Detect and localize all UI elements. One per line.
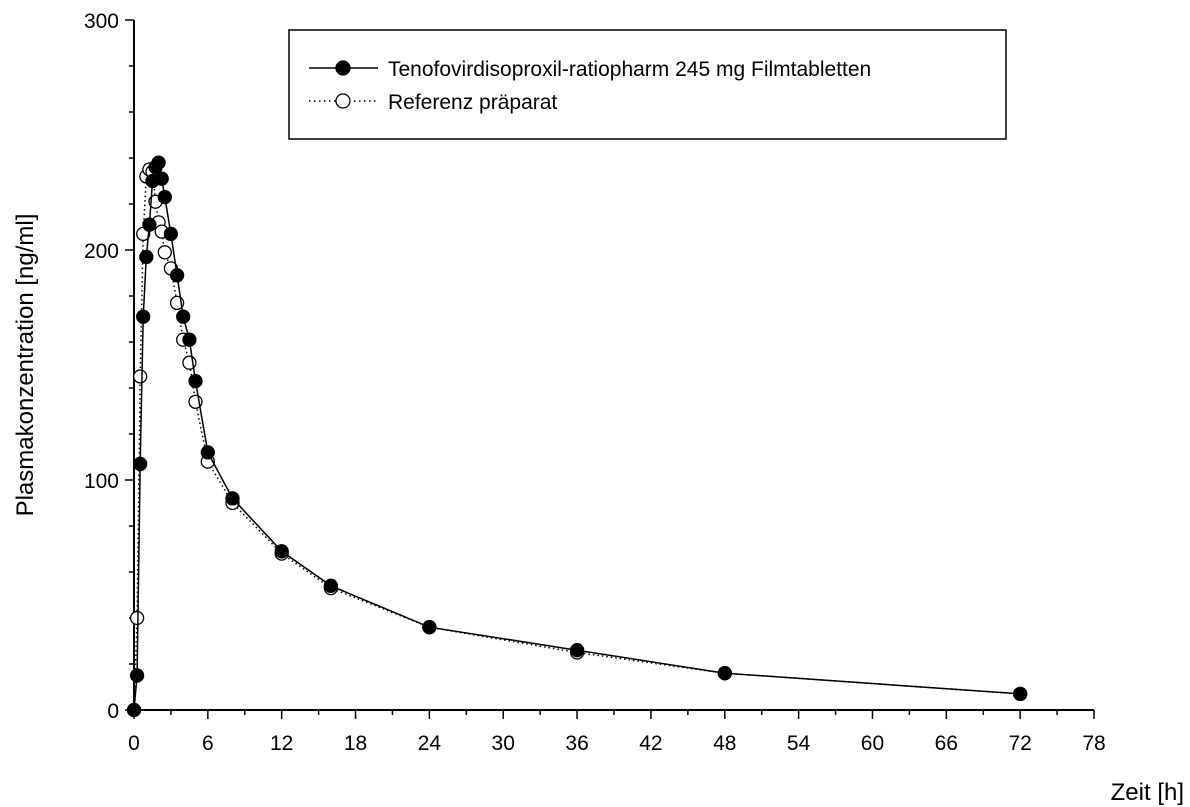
series-1-point (717, 666, 732, 681)
x-tick-label: 30 (492, 732, 515, 755)
y-tick-label: 0 (107, 700, 119, 723)
series-2-point (157, 245, 172, 260)
legend-box (288, 29, 1007, 140)
series-1-point (142, 217, 157, 232)
series-1-point (126, 702, 142, 718)
axes: 0 100 200 300 0 6 12 18 24 30 36 42 48 54 60 66 72 78 (84, 10, 1106, 755)
series-2 (126, 162, 1028, 718)
x-tick-label: 60 (861, 732, 884, 755)
x-tick-label: 6 (202, 732, 214, 755)
x-tick-label: 36 (565, 732, 588, 755)
x-tick-label: 12 (270, 732, 293, 755)
series-1-point (139, 249, 154, 265)
series-1-point (274, 544, 289, 559)
series-1-point (151, 155, 166, 170)
series-1-point (154, 171, 169, 186)
x-axis-title: Zeit [h] (1111, 779, 1184, 806)
series-2-point (133, 369, 148, 384)
series-1-point (225, 491, 240, 506)
x-tick-label: 72 (1008, 732, 1031, 755)
x-tick-label: 18 (344, 732, 367, 755)
x-tick-label: 48 (713, 732, 736, 755)
legend-marker-series-2 (335, 93, 351, 109)
legend-label-series-2: Referenz präparat (388, 91, 557, 114)
series-1-point (1013, 686, 1028, 702)
legend: Tenofovirdisoproxil-ratiopharm 245 mg Fi… (288, 29, 1007, 140)
series-1-point (569, 643, 585, 658)
y-axis-title: Plasmakonzentration [ng/ml] (12, 214, 39, 517)
series-1-point (176, 309, 191, 324)
series-1-point (200, 445, 215, 460)
series-1-point (129, 668, 145, 683)
legend-marker-series-1 (335, 60, 351, 76)
x-ticks: 0 6 12 18 24 30 36 42 48 54 60 66 72 78 (128, 710, 1106, 755)
series-1-point (136, 309, 151, 324)
x-tick-label: 78 (1082, 732, 1105, 755)
series-1-point (182, 332, 197, 347)
series-1-point (133, 456, 148, 472)
series-1-point (163, 226, 179, 242)
y-tick-label: 200 (84, 240, 119, 263)
legend-label-series-1: Tenofovirdisoproxil-ratiopharm 245 mg Fi… (388, 58, 871, 81)
series-1-point (323, 578, 339, 593)
x-tick-label: 24 (418, 732, 442, 755)
x-tick-label: 42 (639, 732, 662, 755)
series-2-line (133, 168, 1021, 711)
series-layer (126, 155, 1028, 718)
x-tick-label: 0 (128, 732, 140, 755)
series-1-point (188, 373, 203, 389)
series-2-point (129, 610, 145, 626)
y-tick-label: 300 (84, 10, 119, 33)
x-tick-label: 66 (935, 732, 958, 755)
series-1-point (157, 189, 172, 205)
series-1 (126, 155, 1028, 718)
series-1-point (422, 620, 437, 635)
series-1-point (169, 268, 185, 283)
series-1-line (133, 160, 1021, 711)
y-ticks: 0 100 200 300 (84, 10, 134, 723)
x-tick-label: 54 (787, 732, 811, 755)
y-tick-label: 100 (84, 470, 119, 493)
